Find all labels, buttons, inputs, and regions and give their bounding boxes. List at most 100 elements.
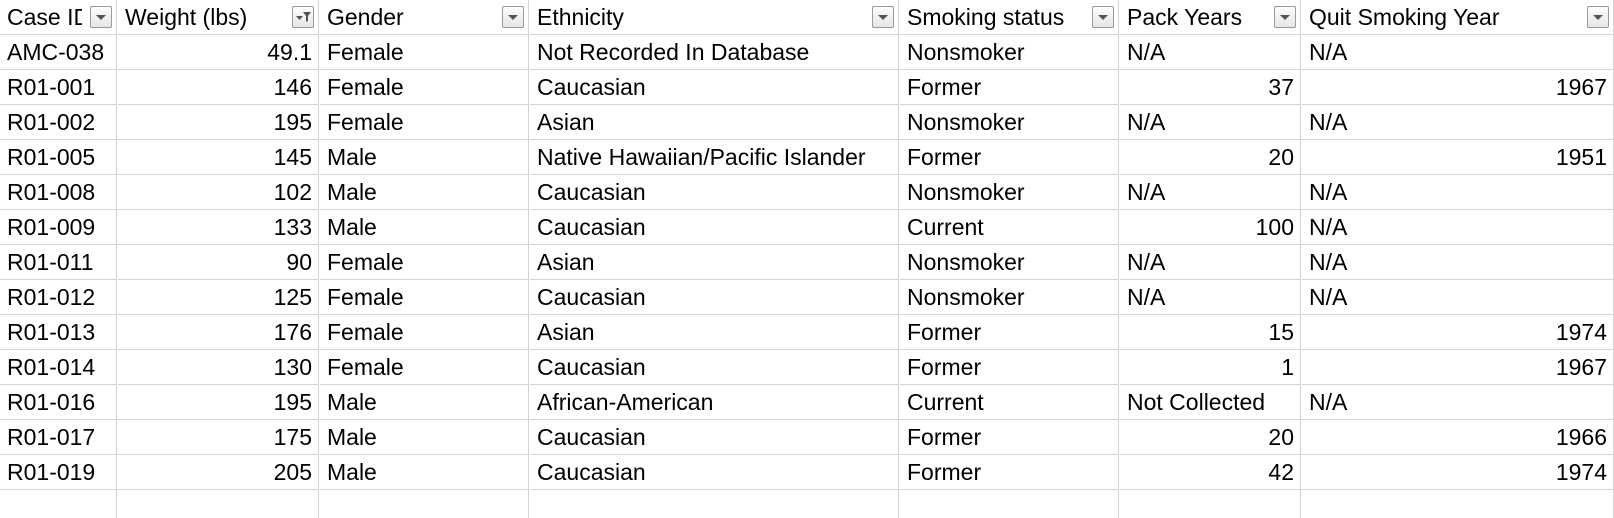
cell-quit-year[interactable]: N/A <box>1302 245 1614 280</box>
cell-gender[interactable]: Female <box>320 350 529 385</box>
cell-smoking-status[interactable]: Nonsmoker <box>900 105 1119 140</box>
cell-ethnicity[interactable]: Asian <box>530 105 899 140</box>
cell-smoking-status[interactable]: Nonsmoker <box>900 280 1119 315</box>
cell-gender[interactable]: Female <box>320 280 529 315</box>
cell-weight[interactable]: 49.1 <box>118 35 319 70</box>
cell-pack-years[interactable]: 20 <box>1120 420 1301 455</box>
cell-ethnicity[interactable]: Caucasian <box>530 420 899 455</box>
cell-case-id[interactable]: R01-017 <box>0 420 117 455</box>
cell-case-id[interactable]: AMC-038 <box>0 35 117 70</box>
cell-pack-years[interactable]: N/A <box>1120 245 1301 280</box>
cell-ethnicity[interactable]: Not Recorded In Database <box>530 35 899 70</box>
empty-cell[interactable] <box>900 490 1119 518</box>
cell-ethnicity[interactable]: Caucasian <box>530 280 899 315</box>
cell-weight[interactable]: 195 <box>118 385 319 420</box>
cell-weight[interactable]: 175 <box>118 420 319 455</box>
column-header-weight[interactable]: Weight (lbs) <box>118 0 319 35</box>
cell-smoking-status[interactable]: Current <box>900 210 1119 245</box>
cell-quit-year[interactable]: N/A <box>1302 105 1614 140</box>
cell-quit-year[interactable]: 1967 <box>1302 70 1614 105</box>
cell-gender[interactable]: Male <box>320 210 529 245</box>
cell-gender[interactable]: Male <box>320 385 529 420</box>
empty-cell[interactable] <box>0 490 117 518</box>
column-header-gender[interactable]: Gender <box>320 0 529 35</box>
cell-quit-year[interactable]: N/A <box>1302 210 1614 245</box>
cell-pack-years[interactable]: N/A <box>1120 105 1301 140</box>
cell-quit-year[interactable]: 1951 <box>1302 140 1614 175</box>
cell-pack-years[interactable]: N/A <box>1120 35 1301 70</box>
cell-weight[interactable]: 130 <box>118 350 319 385</box>
cell-gender[interactable]: Male <box>320 175 529 210</box>
cell-smoking-status[interactable]: Former <box>900 140 1119 175</box>
cell-smoking-status[interactable]: Former <box>900 70 1119 105</box>
cell-case-id[interactable]: R01-001 <box>0 70 117 105</box>
cell-pack-years[interactable]: Not Collected <box>1120 385 1301 420</box>
empty-cell[interactable] <box>118 490 319 518</box>
filter-dropdown-button[interactable] <box>292 6 314 28</box>
cell-weight[interactable]: 125 <box>118 280 319 315</box>
cell-quit-year[interactable]: 1966 <box>1302 420 1614 455</box>
empty-cell[interactable] <box>530 490 899 518</box>
empty-cell[interactable] <box>320 490 529 518</box>
cell-case-id[interactable]: R01-008 <box>0 175 117 210</box>
cell-weight[interactable]: 176 <box>118 315 319 350</box>
cell-weight[interactable]: 133 <box>118 210 319 245</box>
filter-dropdown-button[interactable] <box>1274 6 1296 28</box>
cell-quit-year[interactable]: 1967 <box>1302 350 1614 385</box>
cell-gender[interactable]: Female <box>320 315 529 350</box>
cell-quit-year[interactable]: N/A <box>1302 280 1614 315</box>
cell-case-id[interactable]: R01-016 <box>0 385 117 420</box>
cell-quit-year[interactable]: N/A <box>1302 175 1614 210</box>
cell-gender[interactable]: Female <box>320 245 529 280</box>
cell-case-id[interactable]: R01-002 <box>0 105 117 140</box>
cell-ethnicity[interactable]: Native Hawaiian/Pacific Islander <box>530 140 899 175</box>
cell-gender[interactable]: Male <box>320 140 529 175</box>
cell-ethnicity[interactable]: Caucasian <box>530 350 899 385</box>
cell-case-id[interactable]: R01-009 <box>0 210 117 245</box>
cell-pack-years[interactable]: 1 <box>1120 350 1301 385</box>
cell-smoking-status[interactable]: Nonsmoker <box>900 245 1119 280</box>
cell-pack-years[interactable]: 100 <box>1120 210 1301 245</box>
column-header-smoking-status[interactable]: Smoking status <box>900 0 1119 35</box>
cell-weight[interactable]: 90 <box>118 245 319 280</box>
cell-gender[interactable]: Female <box>320 105 529 140</box>
column-header-pack-years[interactable]: Pack Years <box>1120 0 1301 35</box>
cell-ethnicity[interactable]: Caucasian <box>530 70 899 105</box>
cell-case-id[interactable]: R01-013 <box>0 315 117 350</box>
cell-gender[interactable]: Female <box>320 70 529 105</box>
cell-ethnicity[interactable]: Caucasian <box>530 175 899 210</box>
cell-smoking-status[interactable]: Former <box>900 315 1119 350</box>
cell-weight[interactable]: 146 <box>118 70 319 105</box>
cell-gender[interactable]: Female <box>320 35 529 70</box>
cell-case-id[interactable]: R01-011 <box>0 245 117 280</box>
cell-pack-years[interactable]: 42 <box>1120 455 1301 490</box>
column-header-case-id[interactable]: Case ID <box>0 0 117 35</box>
cell-case-id[interactable]: R01-005 <box>0 140 117 175</box>
cell-gender[interactable]: Male <box>320 420 529 455</box>
empty-cell[interactable] <box>1120 490 1301 518</box>
column-header-ethnicity[interactable]: Ethnicity <box>530 0 899 35</box>
empty-cell[interactable] <box>1302 490 1614 518</box>
cell-ethnicity[interactable]: Asian <box>530 245 899 280</box>
cell-ethnicity[interactable]: African-American <box>530 385 899 420</box>
cell-smoking-status[interactable]: Former <box>900 350 1119 385</box>
cell-gender[interactable]: Male <box>320 455 529 490</box>
cell-weight[interactable]: 145 <box>118 140 319 175</box>
filter-dropdown-button[interactable] <box>1587 6 1609 28</box>
cell-quit-year[interactable]: 1974 <box>1302 315 1614 350</box>
cell-smoking-status[interactable]: Former <box>900 420 1119 455</box>
cell-case-id[interactable]: R01-012 <box>0 280 117 315</box>
cell-smoking-status[interactable]: Nonsmoker <box>900 35 1119 70</box>
column-header-quit-year[interactable]: Quit Smoking Year <box>1302 0 1614 35</box>
cell-pack-years[interactable]: 20 <box>1120 140 1301 175</box>
cell-case-id[interactable]: R01-014 <box>0 350 117 385</box>
cell-weight[interactable]: 195 <box>118 105 319 140</box>
cell-smoking-status[interactable]: Former <box>900 455 1119 490</box>
cell-ethnicity[interactable]: Asian <box>530 315 899 350</box>
cell-pack-years[interactable]: N/A <box>1120 175 1301 210</box>
cell-ethnicity[interactable]: Caucasian <box>530 455 899 490</box>
filter-dropdown-button[interactable] <box>502 6 524 28</box>
cell-case-id[interactable]: R01-019 <box>0 455 117 490</box>
filter-dropdown-button[interactable] <box>90 6 112 28</box>
cell-quit-year[interactable]: 1974 <box>1302 455 1614 490</box>
